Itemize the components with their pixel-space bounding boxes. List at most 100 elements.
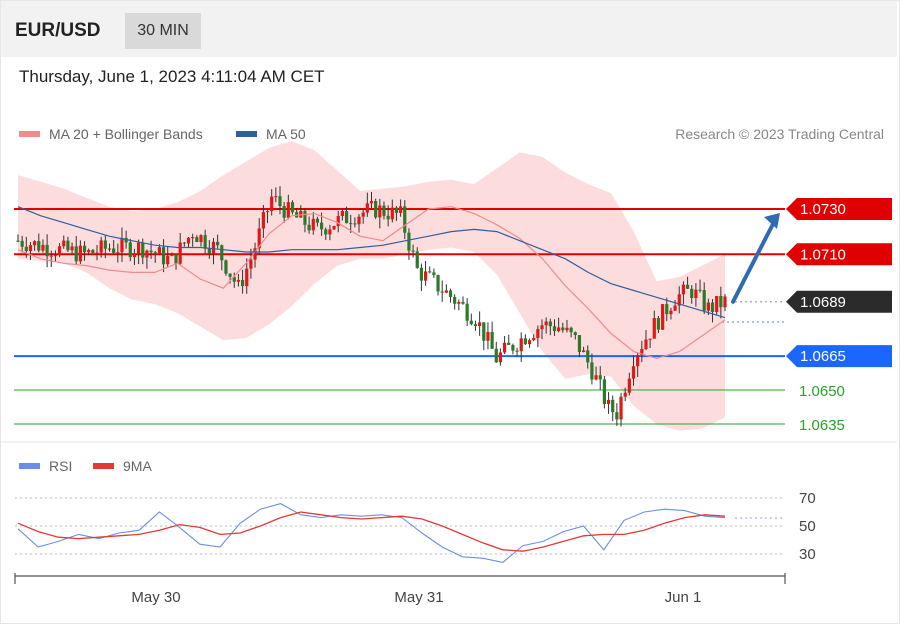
- candle-body: [28, 245, 33, 252]
- candle-body: [290, 202, 295, 213]
- legend-ma50-label: MA 50: [266, 126, 306, 142]
- candle-body: [548, 321, 552, 327]
- candle-body: [606, 399, 611, 405]
- rsi-tick-50: 50: [799, 518, 816, 535]
- candle-body: [582, 350, 586, 353]
- candle-body: [619, 396, 623, 420]
- candle-body: [157, 247, 161, 254]
- candle-body: [627, 378, 631, 393]
- candle-body: [199, 235, 203, 243]
- candle-body: [594, 375, 598, 380]
- candle-body: [228, 273, 232, 277]
- candle-body: [523, 338, 527, 345]
- candle-body: [270, 196, 274, 212]
- candle-body: [719, 296, 723, 308]
- candle-body: [448, 290, 453, 298]
- candle-body: [702, 289, 706, 311]
- candle-body: [74, 246, 78, 262]
- legend-9ma: 9MA: [93, 458, 152, 474]
- candle-body: [37, 241, 41, 251]
- candle-body: [107, 248, 112, 250]
- candle-body: [623, 392, 627, 397]
- legend-9ma-label: 9MA: [123, 458, 152, 474]
- candle-body: [544, 321, 548, 326]
- candle-body: [498, 352, 503, 363]
- candle-body: [473, 324, 478, 327]
- candle-body: [494, 348, 498, 363]
- candle-body: [70, 246, 74, 251]
- candle-body: [565, 327, 569, 331]
- candle-body: [178, 242, 182, 264]
- candle-body: [261, 212, 265, 229]
- candle-body: [673, 305, 677, 311]
- bollinger-band: [18, 141, 725, 431]
- candle-body: [511, 344, 515, 351]
- candle-body: [353, 223, 357, 225]
- candle-body: [407, 232, 411, 251]
- rsi-line: [17, 503, 726, 563]
- level-badge-1.0665: [786, 345, 892, 368]
- candle-body: [236, 279, 241, 282]
- candle-body: [145, 250, 149, 258]
- candle-body: [166, 255, 170, 265]
- candle-body: [378, 205, 382, 218]
- candle-body: [644, 339, 648, 349]
- candle-body: [278, 196, 282, 207]
- candle-body: [45, 244, 49, 257]
- candle-body: [652, 318, 656, 339]
- level-badge-text-1.0710: 1.0710: [800, 246, 846, 263]
- level-badge-1.0710: [786, 243, 892, 266]
- candle-body: [357, 216, 361, 225]
- candle-body: [282, 206, 286, 218]
- candle-body: [681, 284, 686, 295]
- legend-rsi-swatch: [19, 463, 40, 469]
- x-tick-label: Jun 1: [665, 589, 702, 606]
- candle-body: [53, 255, 58, 257]
- candle-body: [336, 215, 340, 227]
- candle-body: [66, 240, 70, 251]
- candle-body: [461, 301, 465, 304]
- legend-ma20-swatch: [19, 131, 40, 137]
- candle-body: [91, 250, 95, 254]
- candle-body: [315, 218, 320, 223]
- candle-body: [161, 247, 166, 265]
- candle-body: [465, 303, 469, 321]
- candle-body: [253, 248, 257, 260]
- candle-body: [249, 259, 253, 269]
- candle-body: [365, 203, 369, 213]
- candle-body: [615, 412, 619, 420]
- candle-body: [710, 302, 715, 312]
- legend-ma20: MA 20 + Bollinger Bands: [19, 126, 203, 142]
- candle-body: [361, 212, 365, 217]
- candle-body: [532, 337, 536, 341]
- rsi-9ma-line: [17, 511, 726, 552]
- level-badge-text-1.0665: 1.0665: [800, 348, 846, 365]
- candle-body: [245, 268, 249, 287]
- candle-body: [415, 251, 419, 268]
- level-badge-text-1.0689: 1.0689: [800, 294, 846, 311]
- candle-body: [16, 240, 20, 242]
- candle-body: [232, 276, 236, 282]
- level-badge-1.0689: [786, 290, 892, 313]
- candle-body: [648, 338, 652, 340]
- candle-body: [636, 355, 640, 367]
- candle-body: [24, 246, 28, 252]
- candle-body: [469, 320, 473, 325]
- ma20-line: [17, 206, 726, 360]
- candle-body: [502, 342, 507, 353]
- timeframe-button[interactable]: 30 MIN: [125, 13, 201, 49]
- candle-body: [374, 201, 378, 218]
- candle-body: [482, 322, 486, 341]
- candle-body: [369, 201, 374, 204]
- candle-body: [137, 242, 141, 254]
- candle-body: [561, 327, 565, 331]
- candle-body: [432, 272, 436, 276]
- candle-body: [690, 288, 694, 299]
- candle-body: [457, 301, 461, 304]
- x-tick-label: May 31: [394, 589, 443, 606]
- candle-body: [706, 302, 710, 311]
- candle-body: [436, 275, 440, 292]
- candle-body: [211, 241, 216, 254]
- candle-body: [344, 211, 349, 224]
- candle-body: [453, 297, 457, 304]
